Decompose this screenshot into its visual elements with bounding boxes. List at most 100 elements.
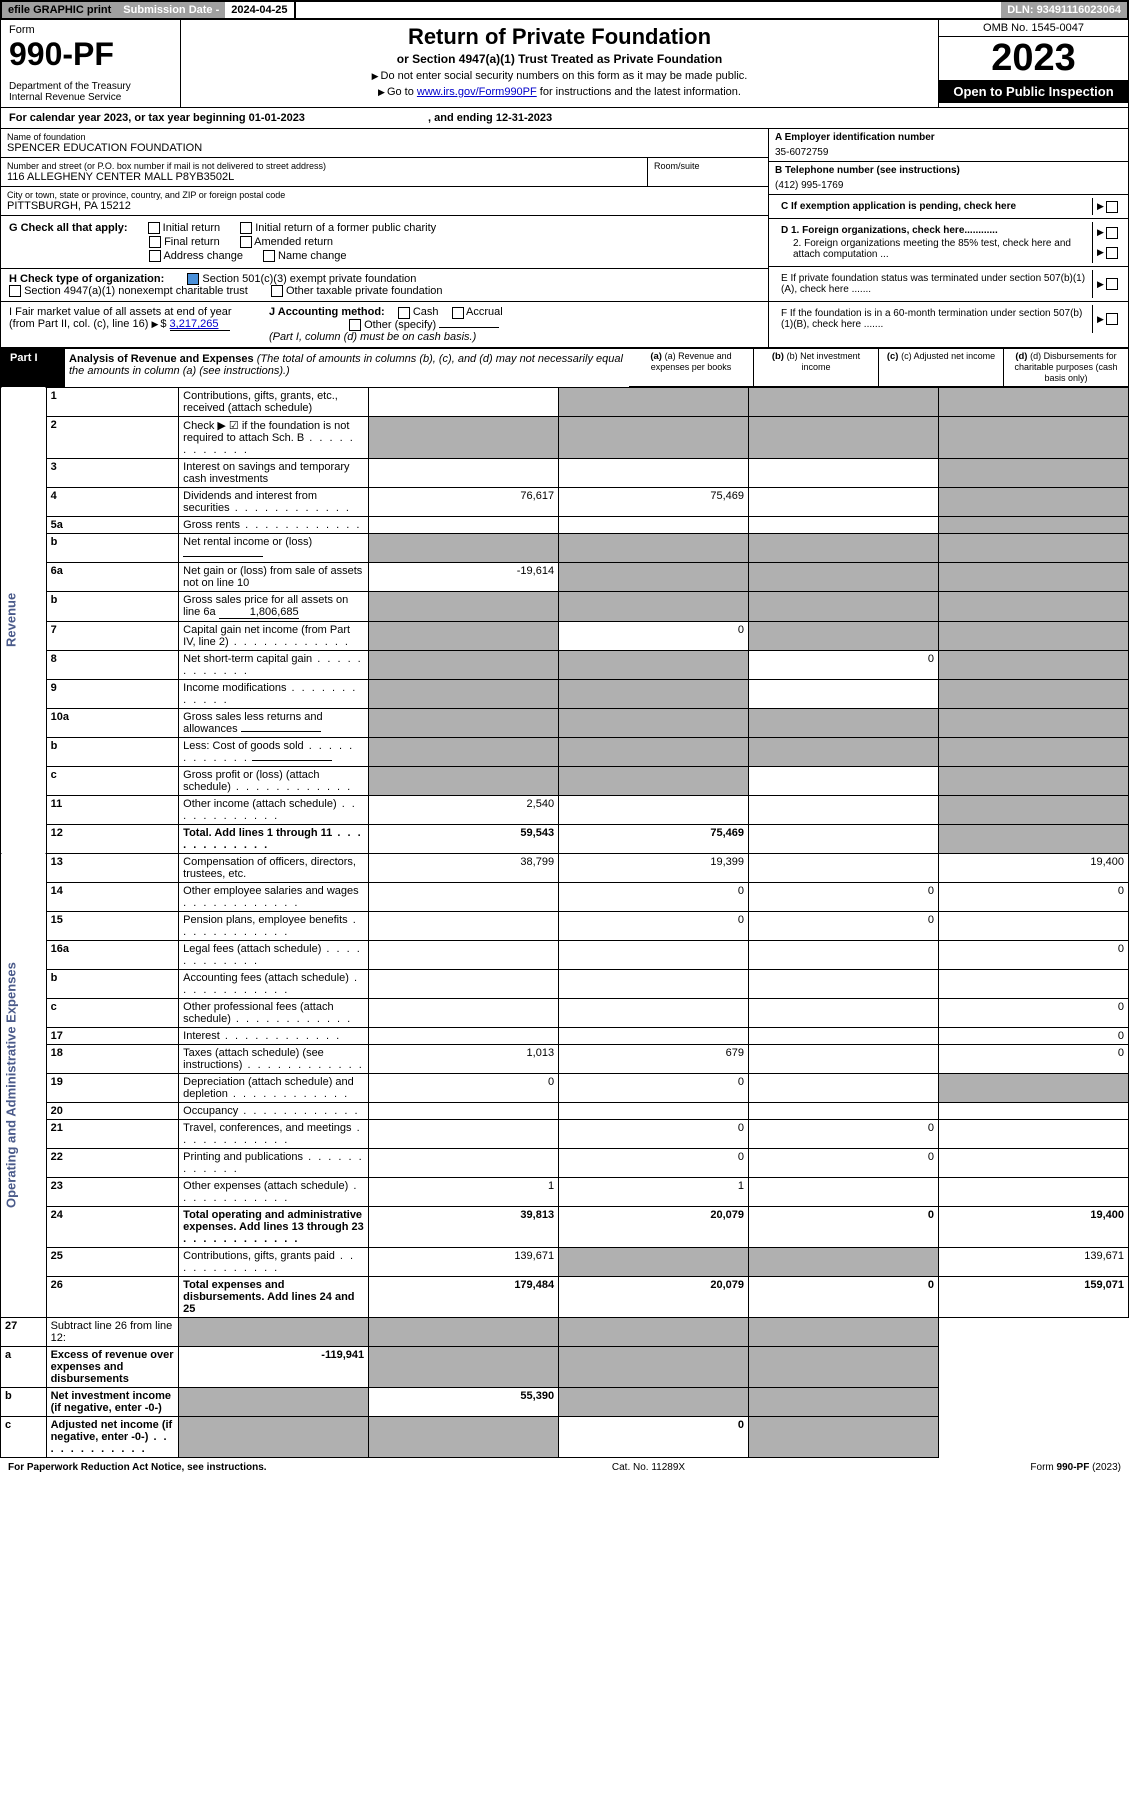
- checkbox-final-return[interactable]: [149, 236, 161, 248]
- checkbox-4947[interactable]: [9, 285, 21, 297]
- checkbox-accrual[interactable]: [452, 307, 464, 319]
- table-cell: [369, 533, 559, 562]
- table-cell: [369, 1119, 559, 1148]
- row-description: Capital gain net income (from Part IV, l…: [179, 621, 369, 650]
- col-b-header: (b) (b) Net investment income: [754, 348, 879, 387]
- table-cell: [749, 1387, 939, 1416]
- section-d1: D 1. Foreign organizations, check here..…: [781, 225, 1086, 236]
- table-cell: [938, 1148, 1128, 1177]
- row-description: Excess of revenue over expenses and disb…: [46, 1346, 179, 1387]
- row-number: 26: [46, 1276, 179, 1317]
- checkbox-f[interactable]: [1106, 313, 1118, 325]
- table-cell: [369, 708, 559, 737]
- table-cell: [369, 387, 559, 416]
- form-number: 990-PF: [9, 36, 172, 73]
- table-cell: 20,079: [559, 1206, 749, 1247]
- checkbox-address-change[interactable]: [149, 250, 161, 262]
- room-label: Room/suite: [648, 158, 768, 186]
- table-cell: 679: [559, 1044, 749, 1073]
- row-number: 22: [46, 1148, 179, 1177]
- checkbox-501c3[interactable]: [187, 273, 199, 285]
- table-cell: 75,469: [559, 487, 749, 516]
- row-description: Contributions, gifts, grants paid: [179, 1247, 369, 1276]
- submission-date-label: Submission Date -: [117, 2, 225, 18]
- row-number: b: [1, 1387, 47, 1416]
- section-label: Operating and Administrative Expenses: [1, 853, 47, 1317]
- table-cell: [749, 416, 939, 458]
- checkbox-c[interactable]: [1106, 201, 1118, 213]
- table-cell: [559, 998, 749, 1027]
- form-header: Form 990-PF Department of the Treasury I…: [0, 20, 1129, 108]
- table-cell: [369, 766, 559, 795]
- checkbox-amended[interactable]: [240, 236, 252, 248]
- row-description: Net short-term capital gain: [179, 650, 369, 679]
- table-row: 3Interest on savings and temporary cash …: [1, 458, 1129, 487]
- table-row: 14Other employee salaries and wages000: [1, 882, 1129, 911]
- row-description: Check ▶ ☑ if the foundation is not requi…: [179, 416, 369, 458]
- table-cell: 159,071: [938, 1276, 1128, 1317]
- page-footer: For Paperwork Reduction Act Notice, see …: [0, 1458, 1129, 1477]
- row-description: Total operating and administrative expen…: [179, 1206, 369, 1247]
- row-description: Printing and publications: [179, 1148, 369, 1177]
- table-cell: [369, 621, 559, 650]
- table-cell: [179, 1387, 369, 1416]
- open-inspection: Open to Public Inspection: [939, 80, 1128, 103]
- table-row: 20Occupancy: [1, 1102, 1129, 1119]
- table-cell: 2,540: [369, 795, 559, 824]
- address: 116 ALLEGHENY CENTER MALL P8YB3502L: [7, 171, 641, 183]
- checkbox-initial-former[interactable]: [240, 222, 252, 234]
- table-row: bNet rental income or (loss): [1, 533, 1129, 562]
- checkbox-other-method[interactable]: [349, 319, 361, 331]
- row-number: 23: [46, 1177, 179, 1206]
- table-cell: [559, 650, 749, 679]
- checkbox-cash[interactable]: [398, 307, 410, 319]
- table-cell: 0: [749, 1148, 939, 1177]
- table-row: 21Travel, conferences, and meetings00: [1, 1119, 1129, 1148]
- table-cell: [559, 387, 749, 416]
- table-cell: [559, 795, 749, 824]
- table-cell: [749, 969, 939, 998]
- row-number: 18: [46, 1044, 179, 1073]
- table-cell: [369, 1148, 559, 1177]
- row-description: Total expenses and disbursements. Add li…: [179, 1276, 369, 1317]
- row-description: Other income (attach schedule): [179, 795, 369, 824]
- table-cell: 20,079: [559, 1276, 749, 1317]
- fmv-link[interactable]: 3,217,265: [170, 318, 230, 331]
- table-row: cGross profit or (loss) (attach schedule…: [1, 766, 1129, 795]
- table-cell: [749, 940, 939, 969]
- table-cell: 0: [938, 1027, 1128, 1044]
- checkbox-d2[interactable]: [1106, 247, 1118, 259]
- table-cell: [749, 853, 939, 882]
- checkbox-initial-return[interactable]: [148, 222, 160, 234]
- table-cell: [749, 1044, 939, 1073]
- city-label: City or town, state or province, country…: [7, 190, 762, 200]
- row-number: 10a: [46, 708, 179, 737]
- efile-label[interactable]: efile GRAPHIC print: [2, 2, 117, 18]
- table-row: 8Net short-term capital gain0: [1, 650, 1129, 679]
- table-cell: [749, 1416, 939, 1457]
- table-cell: [749, 458, 939, 487]
- table-cell: [938, 387, 1128, 416]
- table-cell: [559, 591, 749, 621]
- row-number: 27: [1, 1317, 47, 1346]
- revenue-expense-table: Revenue1Contributions, gifts, grants, et…: [0, 387, 1129, 1458]
- form-title: Return of Private Foundation: [185, 24, 934, 50]
- table-row: bAccounting fees (attach schedule): [1, 969, 1129, 998]
- section-h: H Check type of organization: Section 50…: [1, 269, 768, 302]
- table-cell: 19,400: [938, 1206, 1128, 1247]
- checkbox-e[interactable]: [1106, 278, 1118, 290]
- table-cell: [749, 737, 939, 766]
- checkbox-other-taxable[interactable]: [271, 285, 283, 297]
- irs-link[interactable]: www.irs.gov/Form990PF: [417, 86, 537, 98]
- col-a-header: (a) (a) Revenue and expenses per books: [629, 348, 754, 387]
- calendar-year: For calendar year 2023, or tax year begi…: [0, 108, 1129, 129]
- table-row: 22Printing and publications00: [1, 1148, 1129, 1177]
- table-cell: [749, 679, 939, 708]
- table-row: 17Interest0: [1, 1027, 1129, 1044]
- checkbox-d1[interactable]: [1106, 227, 1118, 239]
- table-cell: [369, 1416, 559, 1457]
- row-number: 14: [46, 882, 179, 911]
- table-cell: [749, 824, 939, 853]
- checkbox-name-change[interactable]: [263, 250, 275, 262]
- row-number: 16a: [46, 940, 179, 969]
